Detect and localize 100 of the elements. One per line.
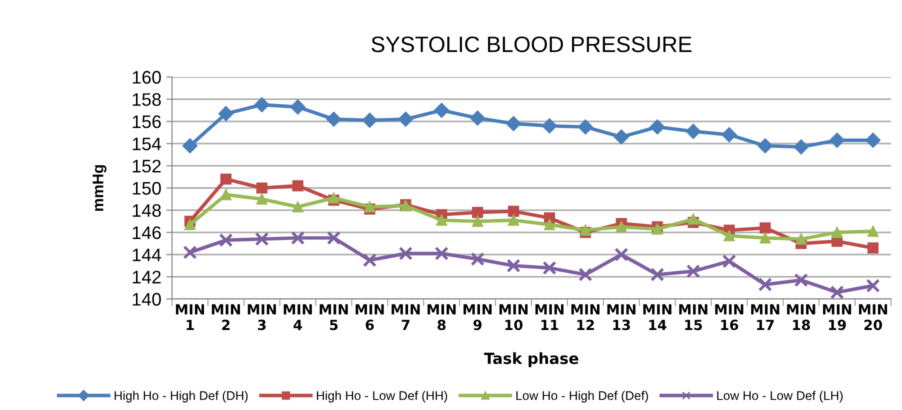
- point: [865, 132, 881, 148]
- point: [758, 138, 773, 154]
- x-tick-label: MIN 13: [607, 304, 636, 330]
- point: [328, 192, 340, 204]
- point: [760, 232, 771, 244]
- point: [832, 226, 843, 238]
- x-tick-label: MIN 9: [464, 304, 492, 330]
- y-tick-label: 140: [132, 292, 161, 306]
- y-tick-label: 158: [132, 93, 161, 106]
- point: [220, 174, 232, 185]
- x-tick-label: MIN 10: [499, 304, 528, 330]
- point: [506, 258, 520, 273]
- point: [867, 242, 879, 254]
- x-tick-label: MIN 20: [858, 304, 888, 330]
- x-tick-label: MIN 8: [428, 304, 456, 330]
- x-tick-label: MIN 1: [176, 304, 204, 330]
- point: [614, 129, 629, 145]
- point: [184, 219, 196, 230]
- point: [508, 206, 520, 217]
- point: [578, 268, 592, 282]
- x-axis-title: Task phase: [484, 352, 578, 368]
- point: [794, 273, 808, 288]
- point: [326, 112, 342, 127]
- point: [292, 180, 304, 192]
- point: [470, 252, 485, 266]
- point: [218, 106, 234, 122]
- point: [830, 132, 845, 148]
- point: [722, 127, 737, 142]
- y-tick-label: 150: [132, 182, 161, 195]
- point: [724, 230, 735, 242]
- point: [292, 201, 304, 212]
- point: [830, 285, 844, 299]
- x-tick-label: MIN 14: [643, 304, 672, 330]
- legend-label: Low Ho - Low Def (LH): [717, 390, 843, 402]
- point: [290, 231, 305, 245]
- x-tick-label: MIN 5: [320, 304, 348, 330]
- point: [220, 189, 232, 200]
- point: [436, 214, 448, 226]
- point: [578, 119, 593, 135]
- point: [542, 118, 558, 134]
- point: [506, 116, 522, 132]
- point: [434, 246, 449, 260]
- point: [290, 99, 306, 115]
- point: [650, 119, 665, 135]
- chart-title: SYSTOLIC BLOOD PRESSURE: [372, 36, 692, 52]
- point: [866, 278, 880, 293]
- point: [256, 194, 268, 205]
- point: [362, 112, 378, 128]
- point: [760, 222, 771, 234]
- y-tick-label: 148: [132, 204, 161, 217]
- y-tick-label: 156: [132, 115, 161, 128]
- x-tick-label: MIN 4: [284, 304, 312, 330]
- point: [254, 232, 269, 246]
- point: [434, 102, 450, 118]
- x-tick-label: MIN 6: [356, 304, 384, 330]
- y-tick-label: 160: [132, 70, 161, 84]
- point: [218, 233, 233, 248]
- point: [796, 234, 807, 245]
- point: [542, 260, 556, 275]
- x-tick-label: MIN 11: [535, 304, 564, 330]
- point: [254, 97, 270, 112]
- point: [256, 182, 268, 194]
- point: [364, 201, 376, 212]
- x-tick-label: MIN 7: [392, 304, 420, 330]
- point: [362, 253, 377, 268]
- point: [472, 216, 484, 227]
- point: [794, 139, 809, 154]
- point: [758, 278, 772, 292]
- point: [650, 268, 664, 282]
- point: [652, 224, 663, 235]
- point: [398, 112, 414, 127]
- legend-label: High Ho - Low Def (HH): [316, 390, 448, 402]
- point: [544, 219, 556, 230]
- point: [686, 124, 701, 139]
- point: [614, 248, 628, 262]
- x-tick-label: MIN 15: [679, 304, 708, 330]
- point: [398, 246, 413, 260]
- legend-label: High Ho - High Def (DH): [114, 390, 248, 402]
- point: [326, 231, 341, 245]
- x-tick-label: MIN 2: [212, 304, 240, 330]
- point: [508, 214, 520, 226]
- legend-label: Low Ho - High Def (Def): [516, 390, 648, 402]
- x-tick-label: MIN 3: [248, 304, 276, 330]
- point: [472, 206, 484, 218]
- y-tick-label: 146: [132, 226, 161, 240]
- point: [686, 264, 700, 278]
- point: [688, 214, 699, 225]
- x-tick-label: MIN 12: [571, 304, 600, 330]
- x-tick-label: MIN 17: [751, 304, 780, 330]
- x-tick-label: MIN 16: [715, 304, 744, 330]
- point: [183, 245, 197, 260]
- y-axis-title: mmHg: [92, 165, 106, 211]
- y-tick-label: 142: [132, 270, 161, 284]
- point: [182, 138, 198, 154]
- y-tick-label: 154: [132, 138, 162, 150]
- y-tick-label: 152: [132, 160, 161, 173]
- point: [722, 254, 736, 268]
- point: [867, 226, 879, 237]
- point: [616, 221, 627, 232]
- x-tick-label: MIN 18: [787, 304, 816, 330]
